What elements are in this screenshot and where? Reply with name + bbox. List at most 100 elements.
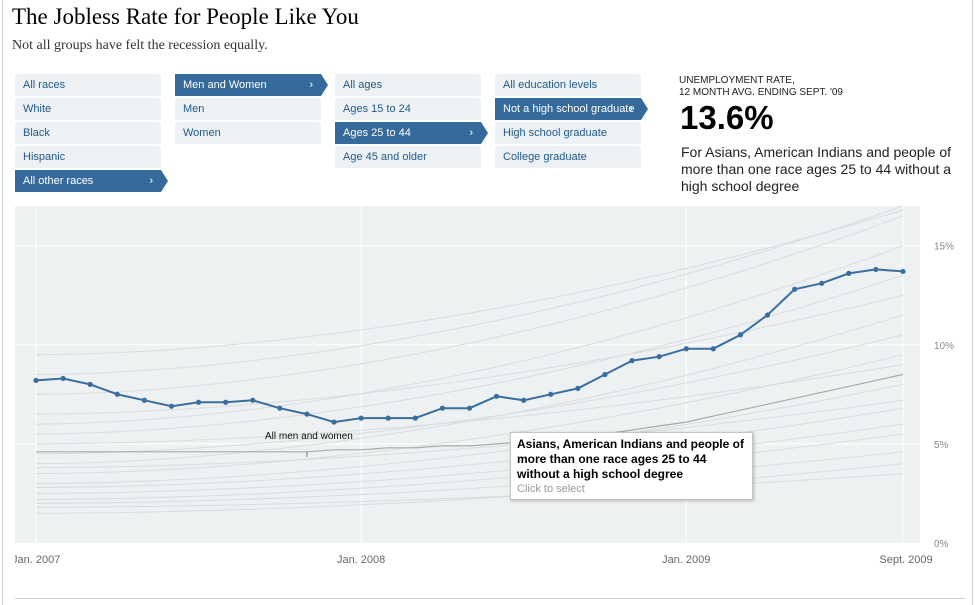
main-series-point: [819, 280, 825, 286]
main-series-point: [304, 411, 310, 417]
unemployment-chart: All men and women 0% 5% 10% 15% Jan. 2007 Jan.…: [15, 206, 954, 566]
race-menu-item[interactable]: Hispanic: [15, 146, 161, 168]
frame-left-border: [2, 0, 3, 605]
background-series-line: [35, 407, 904, 488]
y-tick-label: 15%: [934, 242, 954, 253]
age-menu-item[interactable]: Age 45 and older: [335, 146, 481, 168]
stat-label-line2: 12 MONTH AVG. ENDING SEPT. '09: [679, 87, 843, 98]
age-menu-item-label: All ages: [343, 79, 383, 91]
main-series-point: [710, 346, 716, 352]
main-series-point: [358, 415, 364, 421]
background-series-line: [35, 274, 904, 435]
y-tick-label: 5%: [934, 440, 949, 451]
sex-menu: Men and Women › Men Women: [175, 74, 328, 146]
tooltip-click-hint[interactable]: Click to select: [517, 483, 585, 495]
y-tick-label: 0%: [934, 539, 949, 550]
education-menu-item[interactable]: College graduate: [495, 146, 641, 168]
main-series-point: [60, 375, 66, 382]
y-tick-label: 10%: [934, 341, 954, 352]
sex-menu-item-label: Women: [183, 127, 221, 139]
sex-menu-item[interactable]: Women: [175, 122, 321, 144]
race-menu-item[interactable]: All races: [15, 74, 161, 96]
race-menu-item-label: All races: [23, 79, 66, 91]
background-series-line: [35, 294, 904, 415]
education-menu: All education levels Not a high school gr…: [495, 74, 648, 170]
age-menu-item-label: Ages 15 to 24: [343, 103, 411, 115]
background-series-line: [35, 433, 904, 500]
main-series-point: [737, 332, 744, 338]
background-series-line: [35, 215, 904, 395]
race-menu-item-label: All other races: [23, 175, 94, 187]
main-series-point: [575, 385, 581, 391]
chevron-right-icon: ›: [309, 79, 313, 91]
series-tooltip[interactable]: Asians, American Indians and people of m…: [510, 432, 753, 500]
main-series-point: [629, 358, 635, 364]
x-tick-label: Jan. 2007: [15, 554, 60, 566]
main-series-point: [602, 371, 608, 378]
education-menu-item[interactable]: All education levels: [495, 74, 641, 96]
background-series-line: [35, 334, 904, 455]
background-series-line: [35, 463, 904, 514]
stat-value: 13.6%: [680, 99, 774, 136]
page-subtitle: Not all groups have felt the recession e…: [12, 38, 268, 53]
main-series-point: [141, 397, 147, 403]
main-series-point: [683, 346, 689, 352]
main-series-point: [412, 415, 418, 421]
education-menu-item[interactable]: High school graduate: [495, 122, 641, 144]
background-series-line: [35, 451, 904, 504]
education-menu-item-label: Not a high school graduate: [503, 103, 635, 115]
main-series-point: [439, 405, 446, 411]
race-menu-item-label: Black: [23, 127, 50, 139]
x-tick-label: Jan. 2008: [337, 554, 385, 566]
stat-label-line1: UNEMPLOYMENT RATE,: [679, 75, 795, 86]
main-series-point: [873, 266, 879, 273]
main-series-point: [168, 403, 175, 409]
stat-description: For Asians, American Indians and people …: [681, 144, 952, 194]
main-series-point: [764, 312, 771, 318]
main-series-point: [900, 268, 906, 275]
main-series-point: [521, 397, 527, 403]
baseline-series-line: [36, 373, 904, 453]
age-menu-item-label: Age 45 and older: [343, 151, 427, 163]
race-menu-item[interactable]: White: [15, 98, 161, 120]
education-menu-item-label: College graduate: [503, 151, 587, 163]
main-series-point: [385, 415, 391, 421]
baseline-series-label: All men and women: [265, 431, 353, 442]
background-series-line: [35, 364, 904, 445]
main-series-point: [331, 419, 337, 425]
background-series-line: [35, 423, 904, 494]
race-menu: All races White Black Hispanic All other rac…: [15, 74, 168, 194]
plot-background: [15, 206, 920, 543]
main-series-point: [493, 393, 500, 399]
education-menu-item[interactable]: Not a high school graduate ›: [495, 98, 648, 120]
background-series-line: [35, 245, 904, 425]
main-series-point: [87, 381, 93, 388]
sex-menu-item[interactable]: Men: [175, 98, 321, 120]
race-menu-item-label: White: [23, 103, 52, 115]
main-series-point: [195, 399, 202, 405]
race-menu-item[interactable]: Black: [15, 122, 161, 144]
tooltip-title: Asians, American Indians and people of m…: [517, 437, 744, 481]
age-menu-item[interactable]: Ages 15 to 24: [335, 98, 481, 120]
age-menu: All ages Ages 15 to 24 Ages 25 to 44 › Age 4…: [335, 74, 488, 170]
chevron-right-icon: ›: [469, 127, 473, 139]
age-menu-item[interactable]: All ages: [335, 74, 481, 96]
main-series-point: [33, 377, 39, 384]
sex-menu-item-label: Men and Women: [183, 79, 267, 91]
race-menu-item[interactable]: All other races ›: [15, 170, 168, 192]
background-series-line: [35, 383, 904, 484]
background-series-line: [36, 473, 904, 508]
main-series-point: [466, 405, 473, 411]
main-series-point: [548, 391, 554, 397]
race-menu-item-label: Hispanic: [23, 151, 66, 163]
background-series-line: [35, 209, 904, 356]
bottom-divider: [15, 598, 965, 599]
x-tick-label: Jan. 2009: [662, 554, 710, 566]
age-menu-item[interactable]: Ages 25 to 44 ›: [335, 122, 488, 144]
main-series-point: [792, 286, 798, 292]
main-series-point: [277, 405, 283, 411]
sex-menu-item[interactable]: Men and Women ›: [175, 74, 328, 96]
main-series-point: [250, 397, 256, 403]
stat-label: UNEMPLOYMENT RATE, 12 MONTH AVG. ENDING …: [679, 75, 843, 99]
background-series-line: [35, 354, 904, 475]
